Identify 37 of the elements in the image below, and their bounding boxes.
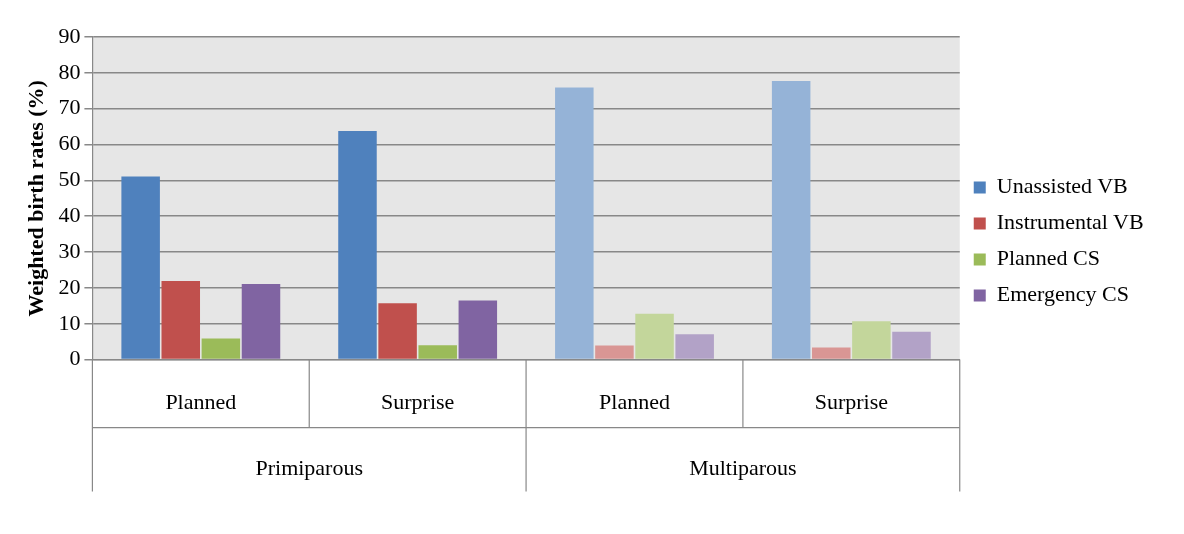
y-tick-label: 20 (58, 273, 81, 299)
legend-label: Emergency CS (996, 281, 1129, 307)
bar (675, 334, 714, 359)
y-tick-label: 40 (58, 202, 81, 227)
bar (241, 283, 281, 359)
bar (121, 176, 160, 359)
bar (635, 313, 674, 359)
x-tick-label: Surprise (814, 388, 888, 414)
legend-label: Instrumental VB (996, 209, 1144, 235)
x-tick-label: Planned (599, 388, 670, 414)
legend-label: Unassisted VB (996, 173, 1128, 199)
bar (458, 300, 498, 359)
bar (852, 321, 891, 359)
y-tick-label: 90 (58, 22, 81, 48)
legend-label: Planned CS (996, 245, 1101, 271)
y-tick-label: 80 (58, 58, 81, 84)
y-tick-label: 50 (58, 166, 81, 192)
text: Multiparous (689, 455, 797, 481)
y-tick-label: 70 (58, 94, 81, 120)
y-tick-label: 10 (58, 309, 81, 335)
bar (771, 81, 811, 359)
bar (892, 331, 931, 359)
bar (378, 303, 417, 359)
bar (812, 347, 851, 359)
y-tick-label: 0 (69, 345, 81, 371)
text: Primiparous (255, 455, 364, 481)
bar (418, 345, 457, 359)
x-tick-label: Planned (165, 388, 237, 414)
bar (338, 130, 377, 359)
y-tick-label: 60 (58, 130, 81, 156)
bar (595, 345, 634, 359)
x-tick-label: Surprise (380, 388, 455, 414)
y-axis-title: Weighted birth rates (%) (22, 80, 48, 317)
bar (555, 87, 594, 359)
bar (201, 338, 241, 359)
y-tick-label: 30 (58, 237, 81, 263)
bar (161, 281, 201, 359)
